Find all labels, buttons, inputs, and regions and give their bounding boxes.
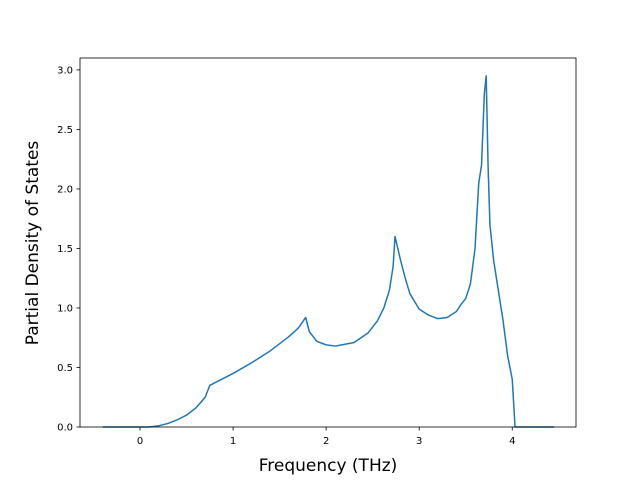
y-tick-label: 0.5	[57, 363, 73, 374]
y-tick-label: 1.5	[57, 244, 73, 255]
x-axis-label: Frequency (THz)	[259, 456, 398, 476]
x-tick-label: 1	[230, 436, 236, 447]
y-axis-label: Partial Density of States	[23, 141, 43, 346]
x-tick-label: 2	[323, 436, 329, 447]
y-tick-label: 3.0	[57, 65, 73, 76]
x-tick-label: 0	[137, 436, 143, 447]
y-tick-label: 2.0	[57, 184, 73, 195]
line-series	[102, 75, 555, 428]
plot-frame	[79, 57, 577, 428]
x-tick-label: 3	[416, 436, 422, 447]
x-tick-label: 4	[509, 436, 515, 447]
y-tick-label: 2.5	[57, 125, 73, 136]
y-tick-label: 1.0	[57, 303, 73, 314]
y-tick-label: 0.0	[57, 423, 73, 434]
